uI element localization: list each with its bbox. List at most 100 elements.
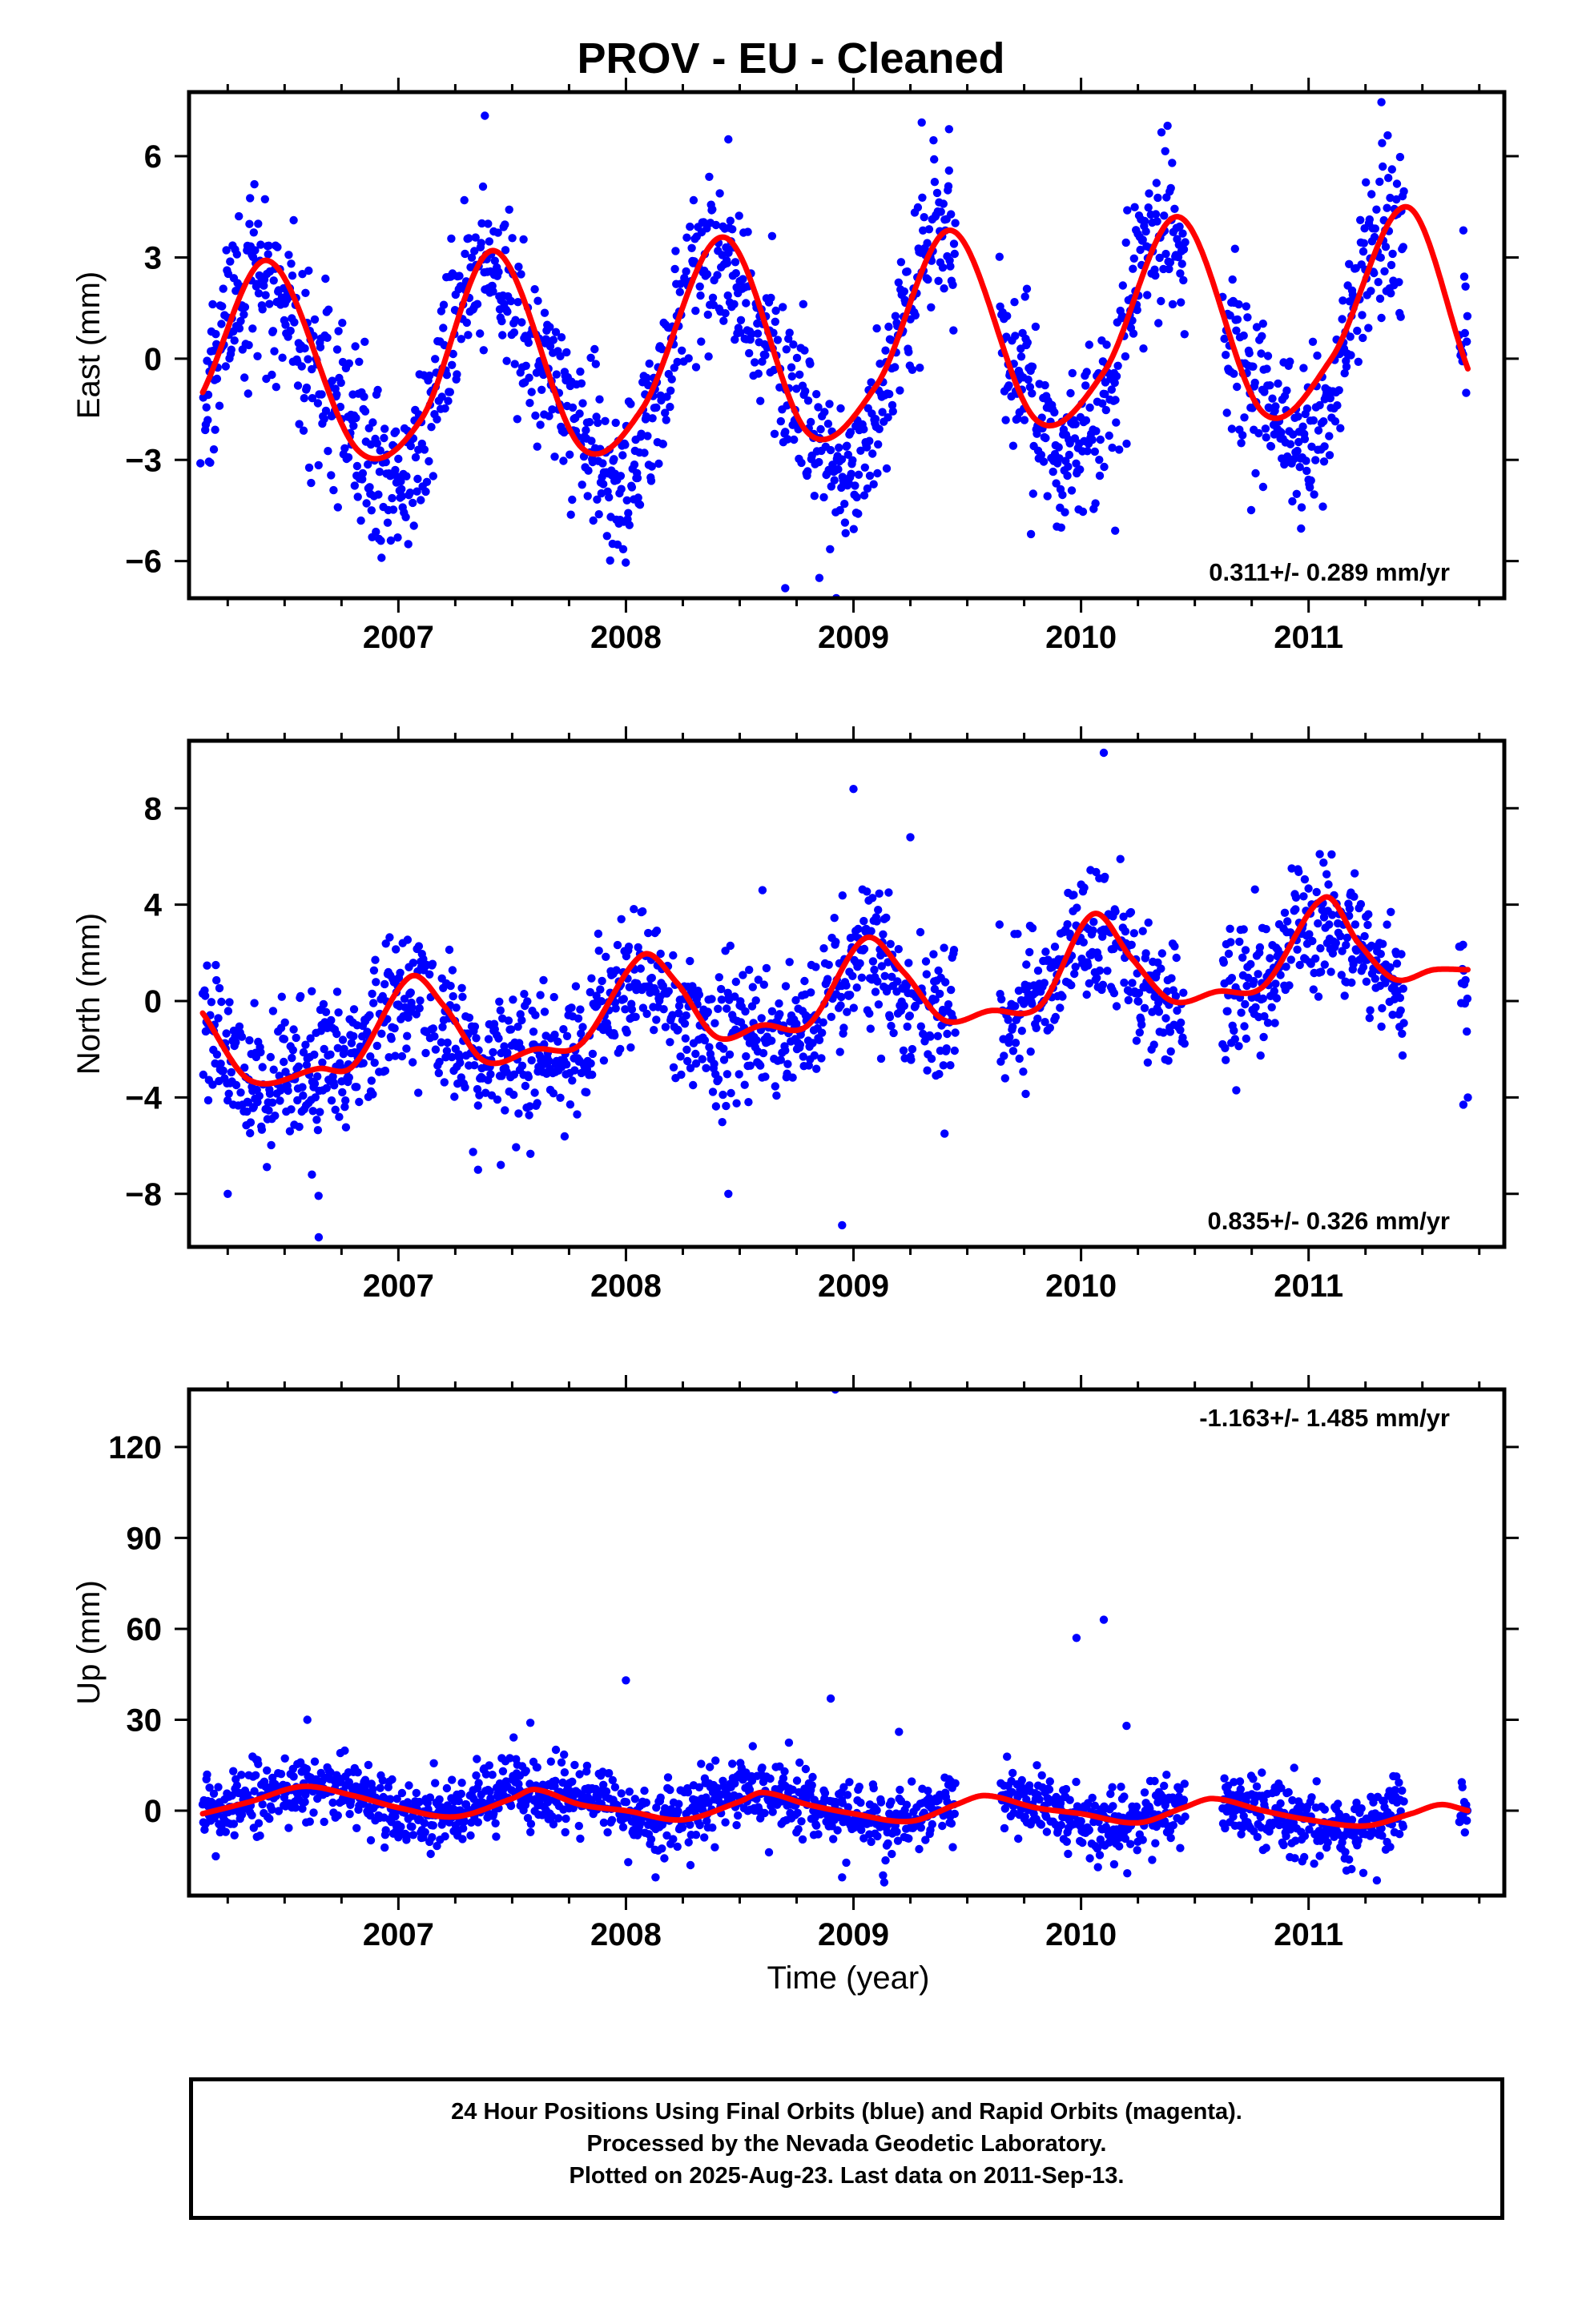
- east-data-point: [1460, 328, 1470, 338]
- east-data-point: [783, 435, 792, 444]
- east-data-point: [1261, 424, 1270, 433]
- up-data-point: [300, 1797, 309, 1807]
- north-data-point: [807, 988, 815, 997]
- east-data-point: [557, 333, 566, 342]
- up-data-point: [1121, 1834, 1130, 1844]
- north-data-point: [626, 1043, 635, 1052]
- east-data-point: [508, 234, 517, 243]
- up-data-point: [1150, 1776, 1159, 1786]
- up-data-point: [506, 1801, 516, 1811]
- north-data-point: [1316, 944, 1325, 953]
- north-data-point: [771, 1082, 779, 1091]
- up-data-point: [274, 1807, 284, 1815]
- north-data-point: [1144, 918, 1153, 927]
- north-data-point: [287, 1105, 296, 1114]
- north-data-point: [714, 1075, 723, 1084]
- up-data-point: [254, 1819, 264, 1827]
- up-data-point: [793, 1808, 802, 1817]
- north-data-point: [761, 1072, 770, 1081]
- up-data-point: [1085, 1854, 1094, 1863]
- up-data-point: [309, 1808, 318, 1817]
- east-data-point: [383, 518, 392, 527]
- north-data-point: [452, 1003, 461, 1012]
- east-data-point: [654, 459, 663, 468]
- east-data-point: [476, 329, 485, 338]
- east-data-point: [490, 256, 499, 265]
- north-data-point: [686, 1063, 695, 1073]
- east-outlier-point: [944, 125, 954, 134]
- north-data-point: [795, 1040, 805, 1049]
- north-data-point: [1242, 981, 1251, 991]
- east-data-point: [1222, 351, 1230, 360]
- north-data-point: [745, 965, 754, 975]
- up-data-point: [378, 1776, 387, 1785]
- north-data-point: [275, 1072, 284, 1080]
- east-data-point: [402, 472, 411, 480]
- north-plot-frame: [187, 738, 1507, 1249]
- north-data-point: [668, 1011, 677, 1019]
- east-data-point: [455, 271, 464, 280]
- east-data-point: [591, 360, 600, 368]
- up-data-point: [691, 1831, 701, 1839]
- north-data-point: [616, 1044, 625, 1054]
- north-data-point: [831, 938, 840, 947]
- north-data-point: [680, 1019, 690, 1028]
- east-data-point: [625, 521, 634, 529]
- east-data-point: [854, 470, 863, 479]
- north-data-point: [1379, 939, 1387, 948]
- east-data-point: [1342, 362, 1351, 372]
- east-data-point: [445, 388, 454, 396]
- up-data-point: [779, 1774, 788, 1783]
- north-data-point: [942, 1044, 951, 1053]
- east-data-point: [646, 476, 656, 485]
- east-data-point: [825, 400, 834, 408]
- east-data-point: [932, 188, 942, 198]
- up-data-point: [1276, 1799, 1285, 1808]
- east-data-point: [695, 282, 704, 291]
- north-outlier-point: [473, 1165, 482, 1174]
- north-data-point: [1262, 925, 1270, 934]
- north-data-point: [381, 939, 390, 948]
- up-data-point: [472, 1771, 481, 1780]
- up-data-point: [1117, 1783, 1125, 1791]
- east-data-point: [1374, 278, 1383, 287]
- north-data-point: [1326, 967, 1335, 976]
- east-data-point: [865, 471, 875, 480]
- north-data-point: [1101, 872, 1109, 882]
- east-data-point: [1258, 320, 1268, 328]
- east-data-point: [232, 250, 241, 259]
- north-data-point: [921, 957, 931, 966]
- north-data-point: [1270, 987, 1279, 996]
- east-data-point: [1239, 331, 1248, 340]
- east-data-point: [240, 310, 248, 319]
- north-outlier-point: [724, 1189, 733, 1199]
- east-data-point: [1024, 375, 1033, 384]
- east-data-point: [453, 370, 461, 379]
- up-data-point: [1253, 1832, 1262, 1841]
- east-data-point: [250, 179, 259, 189]
- north-data-point: [306, 1034, 315, 1043]
- up-data-point: [892, 1827, 901, 1836]
- north-data-point: [199, 1070, 207, 1080]
- north-data-point: [694, 990, 704, 999]
- north-data-point: [416, 996, 425, 1005]
- east-data-point: [642, 373, 651, 383]
- north-data-point: [854, 924, 863, 934]
- north-data-point: [449, 991, 457, 1001]
- north-data-point: [725, 1050, 735, 1059]
- east-y-tick-label: 6: [144, 139, 162, 175]
- north-data-point: [367, 1076, 376, 1085]
- up-data-point: [386, 1795, 395, 1803]
- up-data-point: [554, 1814, 563, 1823]
- up-data-point: [473, 1755, 481, 1763]
- north-data-point: [576, 1005, 585, 1014]
- up-data-point: [1310, 1860, 1318, 1868]
- north-data-point: [1360, 931, 1369, 941]
- east-data-point: [260, 195, 269, 203]
- east-data-point: [1160, 211, 1169, 220]
- east-data-point: [360, 337, 369, 346]
- north-data-point: [838, 891, 847, 900]
- east-data-point: [208, 300, 217, 309]
- east-data-point: [719, 316, 728, 325]
- east-data-point: [1274, 379, 1282, 388]
